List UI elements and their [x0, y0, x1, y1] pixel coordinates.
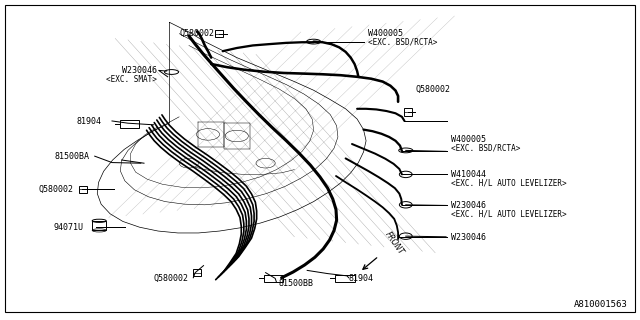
Text: W230046: W230046	[122, 66, 157, 75]
Bar	[120, 120, 139, 128]
Text: Q580002: Q580002	[154, 274, 189, 283]
Text: 81904: 81904	[349, 274, 374, 283]
Text: 81500BA: 81500BA	[54, 152, 90, 161]
Bar	[92, 221, 106, 230]
Text: A810001563: A810001563	[573, 300, 627, 309]
Text: 81500BB: 81500BB	[278, 279, 314, 288]
Text: Q580002: Q580002	[179, 29, 214, 38]
Text: <EXC. BSD/RCTA>: <EXC. BSD/RCTA>	[368, 38, 437, 47]
Text: FRONT: FRONT	[383, 230, 405, 256]
Text: 81904: 81904	[76, 117, 101, 126]
Bar	[404, 108, 412, 116]
Text: <EXC. H/L AUTO LEVELIZER>: <EXC. H/L AUTO LEVELIZER>	[451, 210, 567, 219]
Text: Q580002: Q580002	[416, 85, 451, 94]
Text: <EXC. H/L AUTO LEVELIZER>: <EXC. H/L AUTO LEVELIZER>	[451, 179, 567, 188]
Text: W400005: W400005	[368, 29, 403, 38]
Text: 94071U: 94071U	[53, 223, 83, 232]
Text: <EXC. SMAT>: <EXC. SMAT>	[106, 75, 157, 84]
Bar	[79, 186, 87, 193]
Text: <EXC. BSD/RCTA>: <EXC. BSD/RCTA>	[451, 143, 520, 152]
Text: W400005: W400005	[451, 135, 486, 144]
Bar	[264, 275, 283, 282]
Text: W230046: W230046	[451, 201, 486, 210]
Bar	[193, 269, 201, 276]
Bar	[215, 30, 223, 37]
Text: W230046: W230046	[451, 233, 486, 242]
Text: Q580002: Q580002	[38, 185, 74, 194]
Bar	[335, 275, 355, 282]
Text: W410044: W410044	[451, 170, 486, 179]
